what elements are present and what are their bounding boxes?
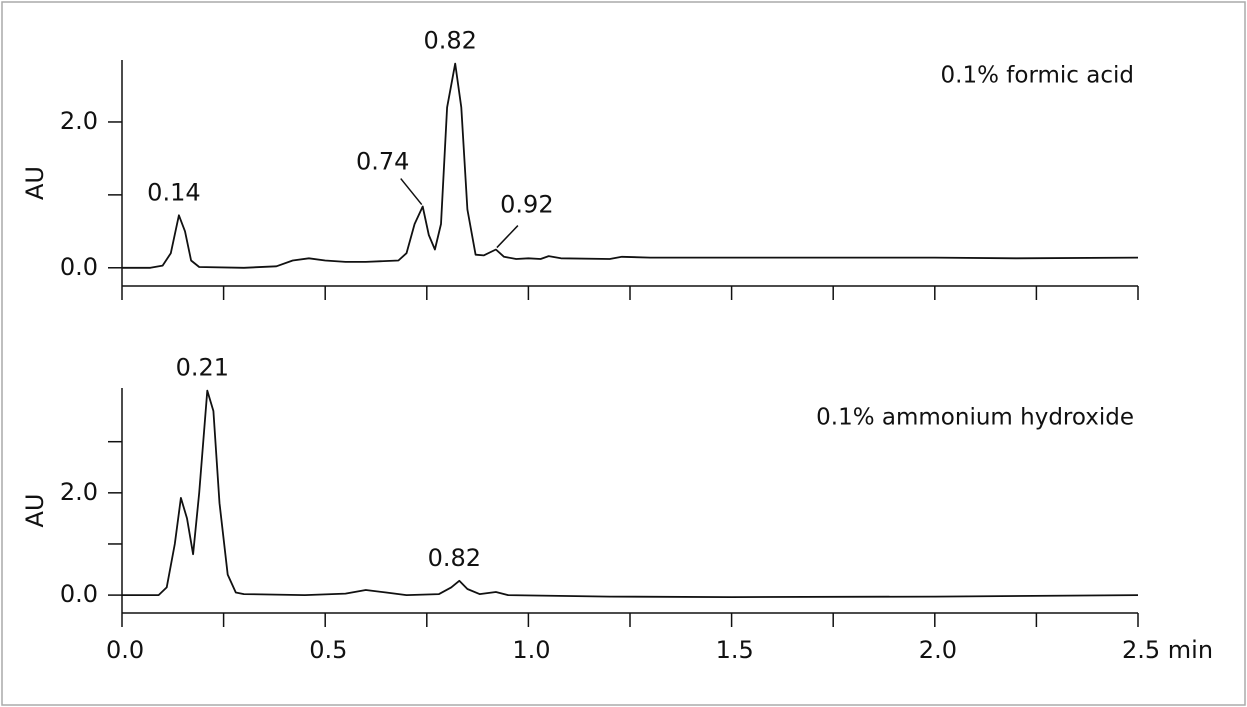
x-tick-label: 2.0 xyxy=(919,636,957,664)
x-tick-label: 0.0 xyxy=(106,636,144,664)
x-tick-label: 1.5 xyxy=(716,636,754,664)
trace xyxy=(122,62,1139,269)
peak-label: 0.74 xyxy=(356,148,409,176)
x-tick-label: 1.0 xyxy=(512,636,550,664)
trace xyxy=(122,389,1139,598)
y-tick-label: 0.0 xyxy=(60,580,98,608)
leader-line xyxy=(496,225,519,249)
y-tick-label: 2.0 xyxy=(60,478,98,506)
x-tick-label: 2.5 min xyxy=(1122,636,1213,664)
peak-label: 0.14 xyxy=(147,178,200,206)
x-tick-label: 0.5 xyxy=(309,636,347,664)
y-axis-label: AU xyxy=(21,166,49,200)
peak-label: 0.82 xyxy=(424,27,477,55)
y-tick-label: 0.0 xyxy=(60,253,98,281)
leader-line xyxy=(400,178,423,206)
peak-label: 0.82 xyxy=(428,544,481,572)
peak-label: 0.21 xyxy=(176,354,229,382)
series-label: 0.1% ammonium hydroxide xyxy=(816,405,1134,431)
y-axis-label: AU xyxy=(21,494,49,528)
peak-label: 0.92 xyxy=(500,191,553,219)
series-label: 0.1% formic acid xyxy=(941,63,1134,89)
y-tick-label: 2.0 xyxy=(60,107,98,135)
